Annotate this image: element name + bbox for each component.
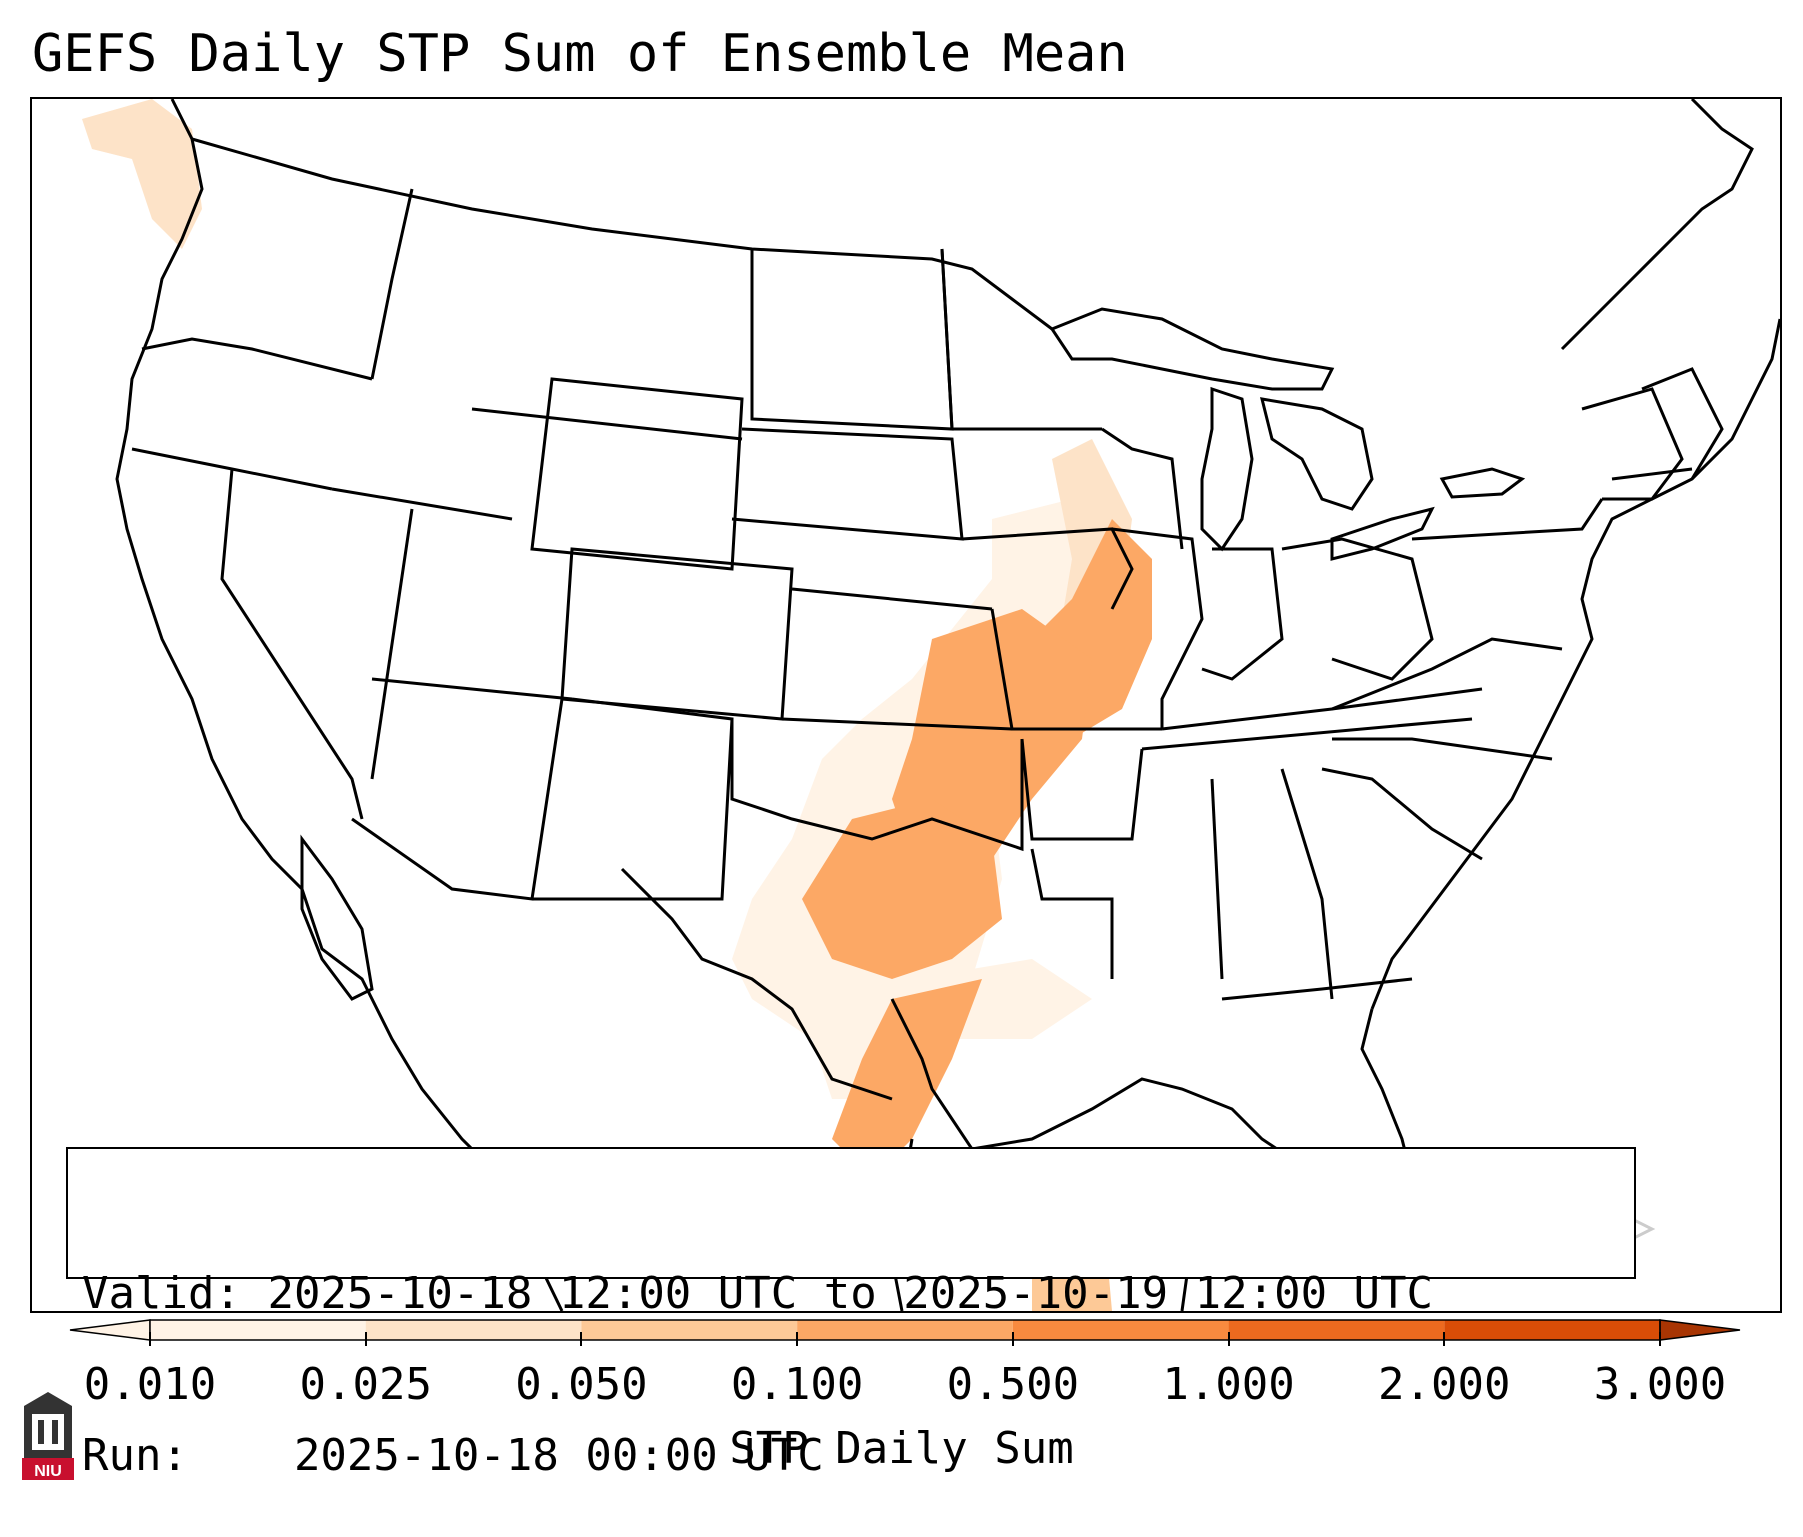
colorbar-tick-label: 1.000 <box>1162 1359 1295 1410</box>
colorbar-tick <box>796 1332 799 1346</box>
atlantic-coastline <box>1370 318 1780 1010</box>
colorbar-tick-label: 2.000 <box>1378 1359 1511 1410</box>
ca-nv-border <box>220 468 364 820</box>
sd-ne-border <box>731 427 964 541</box>
lake-superior <box>1049 307 1335 391</box>
colorbar-tick <box>580 1332 583 1346</box>
ut-az-border <box>371 677 573 701</box>
ga-fl-border <box>1221 977 1413 1001</box>
ny-east-border <box>1581 387 1684 501</box>
niu-logo: NIU <box>22 1392 74 1480</box>
colorbar-tick <box>364 1332 367 1346</box>
va-border <box>1331 637 1563 711</box>
oh-pa-border <box>1281 537 1434 681</box>
valid-value: 2025-10-18 12:00 UTC to 2025-10-19 12:00… <box>267 1268 1434 1319</box>
colorbar-segment <box>1012 1320 1229 1340</box>
ok-tx-border <box>730 719 1024 852</box>
colorbar-tick <box>1443 1332 1446 1346</box>
logo-badge <box>22 1458 74 1480</box>
al-ga-border <box>1280 768 1334 1000</box>
colorbar-ticks <box>0 1332 1803 1392</box>
colorbar-segments <box>69 1319 1741 1341</box>
il-in-border <box>1111 527 1204 729</box>
in-oh-border <box>1201 547 1284 681</box>
nd-sd-border <box>750 248 954 431</box>
nv-ut-border <box>370 508 414 780</box>
wa-or-border <box>141 337 373 381</box>
colorbar-tick-label: 0.010 <box>83 1359 217 1410</box>
ar-la-border <box>1020 738 1144 841</box>
stp-main-area-lower <box>802 799 1002 979</box>
tn-south-border <box>1141 717 1473 751</box>
wi-il-border <box>1101 427 1184 550</box>
nc-border <box>1332 737 1553 761</box>
colorbar-tick-label: 0.500 <box>946 1359 1080 1410</box>
pacific-coastline <box>115 99 564 1311</box>
map-title: GEFS Daily STP Sum of Ensemble Mean <box>32 24 1128 84</box>
ks-ok-border <box>781 717 1013 731</box>
colorbar-tick <box>149 1332 151 1346</box>
tx-border <box>620 867 893 1101</box>
colorbar-segment <box>1444 1320 1660 1340</box>
ga-sc-border <box>1321 767 1483 861</box>
state-boundaries <box>131 137 1724 1101</box>
co-border-box <box>560 547 794 721</box>
lake-ontario <box>1439 467 1526 499</box>
colorbar <box>69 1319 1741 1341</box>
ne-ks-border <box>791 587 993 611</box>
colorbar-segment <box>150 1320 366 1340</box>
stp-main-area-coast <box>832 979 982 1179</box>
colorbar-segment <box>365 1320 582 1340</box>
id-south-border <box>331 487 513 521</box>
mo-ar-border <box>990 608 1162 731</box>
canada-east-coast <box>1560 99 1754 351</box>
colorbar-segment <box>581 1320 798 1340</box>
baja-coastline <box>300 834 374 1001</box>
valid-label: Valid: <box>82 1268 241 1319</box>
stp-light-area-northwest <box>82 99 202 249</box>
colorbar-tick-label: 0.025 <box>299 1359 432 1410</box>
validity-box: Valid: 2025-10-18 12:00 UTC to 2025-10-1… <box>66 1147 1636 1481</box>
az-nm-border <box>351 698 564 901</box>
logo-text: NIU <box>34 1463 62 1480</box>
run-label: Run: <box>82 1430 188 1481</box>
colorbar-tick <box>1659 1332 1661 1346</box>
colorbar-tick-label: 0.100 <box>730 1359 864 1410</box>
conus-map <box>82 99 1780 1311</box>
nm-box <box>532 697 734 901</box>
map-frame <box>30 97 1782 1313</box>
lake-michigan <box>1200 386 1254 552</box>
wy-border-box <box>530 377 744 571</box>
colorbar-label: STP Daily Sum <box>729 1423 1074 1474</box>
canada-border <box>191 137 1053 331</box>
colorbar-segment <box>797 1320 1013 1340</box>
ia-mo-border <box>961 527 1134 610</box>
lake-erie <box>1330 506 1435 561</box>
new-england-borders <box>1611 367 1724 481</box>
colorbar-tick-label: 3.000 <box>1593 1359 1727 1410</box>
colorbar-tick <box>1011 1332 1014 1346</box>
colorbar-tick <box>1227 1332 1230 1346</box>
lake-huron <box>1259 397 1374 511</box>
pa-ny-border <box>1411 498 1604 541</box>
colorbar-tick-label: 0.050 <box>515 1359 648 1410</box>
mn-ia-border <box>940 248 1102 431</box>
ms-al-border <box>1210 778 1224 980</box>
id-west-border <box>370 188 414 380</box>
mt-wy-border <box>471 407 743 441</box>
la-ms-border <box>1030 848 1114 979</box>
run-value: 2025-10-18 00:00 UTC <box>293 1430 824 1481</box>
colorbar-segment <box>1228 1320 1445 1340</box>
